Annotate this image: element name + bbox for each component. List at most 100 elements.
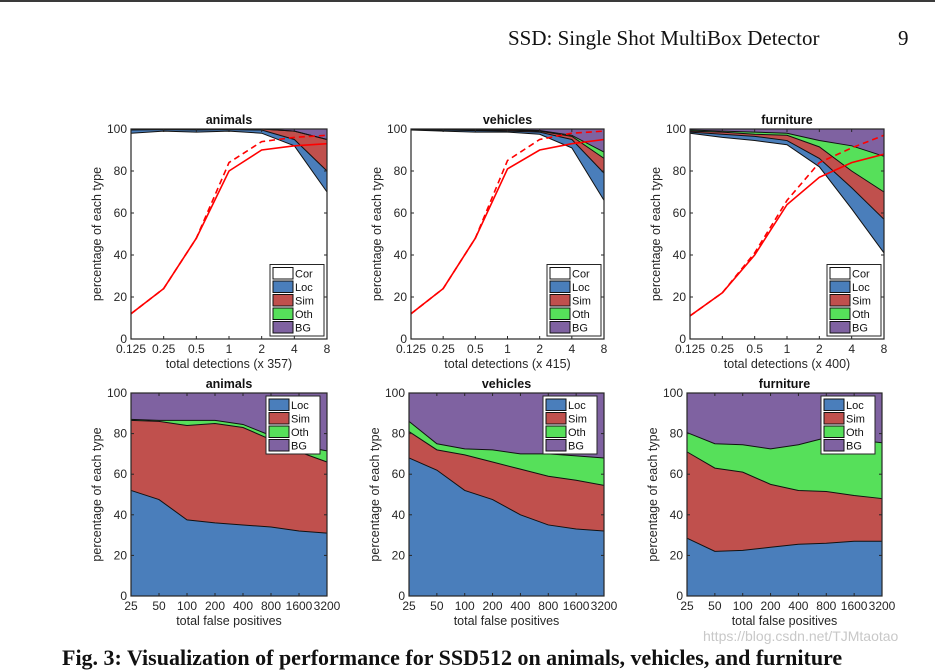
watermark: https://blog.csdn.net/TJMtaotao [703,628,899,644]
boundary-line-oth [408,421,605,459]
legend-swatch-cor [272,267,294,280]
x-tick-label: 0.125 [675,342,705,356]
chart-title: animals [206,377,253,391]
x-tick-label: 3200 [591,599,618,613]
legend-label-loc: Loc [846,400,864,412]
y-axis-label: percentage of each type [368,427,382,561]
y-tick-label: 60 [392,467,406,481]
legend-label-sim: Sim [295,296,314,308]
legend-label-bg: BG [295,323,311,335]
chart-panel-furniture-detections: 0 20 40 60 80 100 0.125 0.25 0.5 1 2 4 8 furniture tot… [649,113,888,371]
legend-swatch-sim [272,294,294,307]
x-tick-label: 8 [601,342,608,356]
x-axis-label: total detections (x 357) [166,357,292,371]
y-axis-label: percentage of each type [90,167,104,301]
x-tick-label: 1600 [286,599,313,613]
x-tick-label: 0.25 [711,342,735,356]
area-sim [687,451,882,552]
y-tick-label: 60 [114,467,128,481]
area-sim [409,431,604,532]
x-axis-label: total detections (x 400) [724,357,850,371]
legend-swatch-sim [823,412,845,425]
legend-label-sim: Sim [572,296,591,308]
axes-frame [408,392,605,597]
boundary-line-sim [408,431,605,486]
x-tick-label: 3200 [869,599,896,613]
figure-caption: Fig. 3: Visualization of performance for… [62,645,843,670]
legend-swatch-loc [268,398,290,411]
y-axis-label: percentage of each type [649,167,663,301]
x-axis-label: total false positives [732,614,838,628]
y-tick-label: 60 [114,206,128,220]
y-tick-label: 20 [392,548,406,562]
legend-swatch-bg [823,439,845,452]
legend-label-sim: Sim [568,414,587,426]
legend-label-cor: Cor [295,269,313,281]
boundary-line-loc [689,131,885,220]
running-head: SSD: Single Shot MultiBox Detector [508,26,820,50]
boundary-line-loc [408,457,605,532]
boundary-line-loc [130,489,328,534]
x-tick-label: 1 [784,342,791,356]
legend-label-sim: Sim [846,414,865,426]
x-tick-label: 50 [708,599,722,613]
x-tick-label: 2 [258,342,265,356]
x-tick-label: 1600 [841,599,868,613]
y-tick-label: 0 [679,332,686,346]
x-tick-label: 0.25 [152,342,176,356]
chart-panel-animals-false-positives: 0 20 40 60 80 100 25 50 100 200 400 800 1600 3200 anim… [90,377,341,628]
y-tick-label: 40 [114,508,128,522]
x-tick-label: 400 [233,599,253,613]
legend-label-oth: Oth [846,427,864,439]
x-tick-label: 8 [324,342,331,356]
y-tick-label: 80 [394,164,408,178]
area-sim [690,131,884,220]
legend-label-loc: Loc [572,282,590,294]
y-tick-label: 60 [673,206,687,220]
legend-swatch-bg [545,439,567,452]
chart-title: animals [206,113,253,127]
y-tick-label: 20 [394,290,408,304]
x-tick-label: 50 [152,599,166,613]
page-number: 9 [898,26,909,50]
y-tick-label: 60 [670,467,684,481]
y-tick-label: 40 [394,248,408,262]
legend-label-oth: Oth [568,427,586,439]
axes-frame [686,392,883,597]
legend-swatch-oth [829,307,851,320]
x-tick-label: 1 [504,342,511,356]
y-tick-label: 40 [114,248,128,262]
x-axis-label: total false positives [176,614,282,628]
x-tick-label: 800 [538,599,558,613]
legend-swatch-oth [549,307,571,320]
legend-swatch-bg [272,321,294,334]
x-tick-label: 0.5 [467,342,484,356]
legend-swatch-sim [549,294,571,307]
legend-label-loc: Loc [568,400,586,412]
x-tick-label: 100 [177,599,197,613]
area-loc [409,457,604,596]
legend-label-oth: Oth [572,309,590,321]
x-tick-label: 4 [291,342,298,356]
y-tick-label: 40 [670,508,684,522]
y-tick-label: 40 [673,248,687,262]
area-oth [409,421,604,486]
legend-swatch-cor [549,267,571,280]
page-top-border [0,0,935,2]
legend-label-bg: BG [572,323,588,335]
legend-swatch-sim [268,412,290,425]
x-tick-label: 2 [536,342,543,356]
x-axis-label: total false positives [454,614,560,628]
legend-label-loc: Loc [291,400,309,412]
y-tick-label: 80 [673,164,687,178]
x-tick-label: 2 [816,342,823,356]
y-tick-label: 100 [666,122,686,136]
legend-swatch-loc [829,280,851,293]
axes-frame [130,392,328,597]
area-oth [690,130,884,192]
y-tick-label: 100 [663,386,683,400]
legend-swatch-bg [268,439,290,452]
